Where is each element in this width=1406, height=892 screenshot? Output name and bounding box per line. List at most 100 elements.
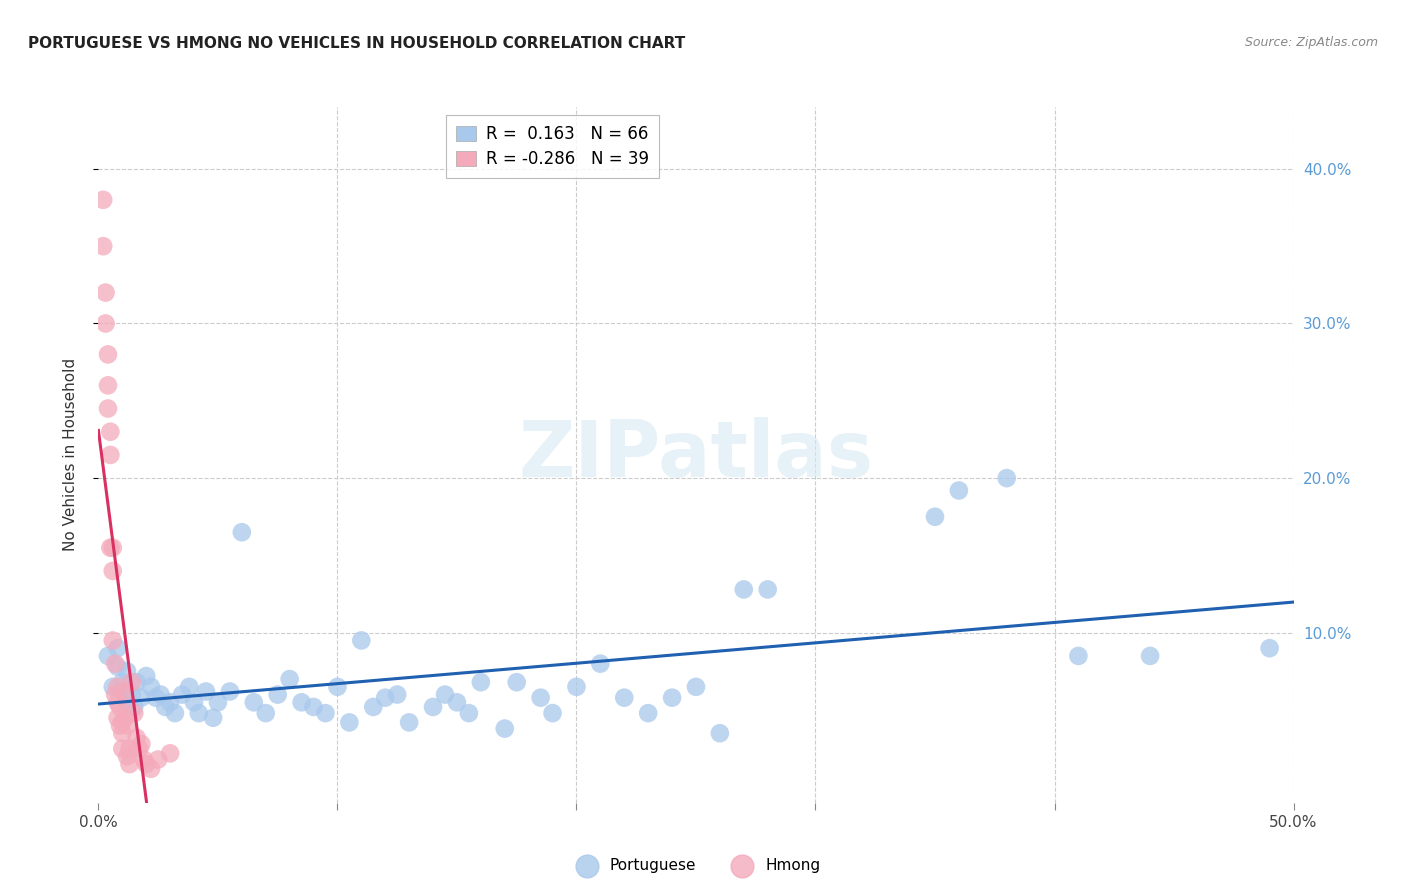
Point — [139, 762, 162, 776]
Point — [135, 757, 157, 772]
Point — [159, 695, 181, 709]
Point — [108, 700, 131, 714]
Point — [135, 669, 157, 683]
Point — [374, 690, 396, 705]
Point — [115, 695, 138, 709]
Point — [155, 700, 177, 714]
Point — [98, 425, 122, 439]
Point — [131, 690, 153, 705]
Point — [125, 675, 148, 690]
Point — [231, 525, 253, 540]
Point — [101, 633, 124, 648]
Point — [254, 706, 277, 720]
Point — [107, 659, 129, 673]
Legend: Portuguese, Hmong: Portuguese, Hmong — [565, 852, 827, 879]
Point — [202, 711, 225, 725]
Point — [179, 680, 201, 694]
Point — [363, 700, 385, 714]
Point — [541, 706, 564, 720]
Point — [733, 582, 755, 597]
Point — [506, 675, 529, 690]
Point — [101, 564, 124, 578]
Point — [94, 317, 117, 331]
Point — [114, 684, 136, 698]
Point — [107, 711, 129, 725]
Point — [139, 680, 162, 694]
Point — [326, 680, 349, 694]
Point — [124, 700, 146, 714]
Point — [98, 541, 122, 555]
Point — [159, 747, 181, 761]
Point — [132, 752, 155, 766]
Point — [243, 695, 266, 709]
Point — [118, 757, 141, 772]
Point — [195, 684, 218, 698]
Point — [94, 285, 117, 300]
Point — [589, 657, 612, 671]
Point — [114, 711, 136, 725]
Point — [350, 633, 373, 648]
Point — [339, 715, 361, 730]
Point — [111, 741, 134, 756]
Text: PORTUGUESE VS HMONG NO VEHICLES IN HOUSEHOLD CORRELATION CHART: PORTUGUESE VS HMONG NO VEHICLES IN HOUSE… — [28, 36, 685, 51]
Text: Source: ZipAtlas.com: Source: ZipAtlas.com — [1244, 36, 1378, 49]
Point — [124, 706, 146, 720]
Point — [149, 688, 172, 702]
Point — [291, 695, 314, 709]
Point — [111, 684, 134, 698]
Point — [101, 541, 124, 555]
Point — [315, 706, 337, 720]
Point — [98, 448, 122, 462]
Point — [278, 672, 301, 686]
Point — [111, 675, 134, 690]
Point — [1258, 641, 1281, 656]
Point — [494, 722, 516, 736]
Point — [107, 641, 129, 656]
Point — [1067, 648, 1090, 663]
Text: ZIPatlas: ZIPatlas — [519, 417, 873, 493]
Point — [91, 193, 114, 207]
Point — [458, 706, 481, 720]
Point — [111, 726, 134, 740]
Point — [183, 695, 205, 709]
Point — [108, 718, 131, 732]
Point — [104, 688, 127, 702]
Point — [661, 690, 683, 705]
Point — [219, 684, 242, 698]
Point — [685, 680, 707, 694]
Point — [115, 749, 138, 764]
Point — [91, 239, 114, 253]
Point — [207, 695, 229, 709]
Point — [131, 737, 153, 751]
Point — [187, 706, 209, 720]
Point — [756, 582, 779, 597]
Point — [172, 688, 194, 702]
Point — [385, 688, 409, 702]
Point — [565, 680, 588, 694]
Point — [125, 731, 148, 745]
Point — [924, 509, 946, 524]
Point — [104, 657, 127, 671]
Point — [422, 700, 444, 714]
Point — [97, 378, 120, 392]
Point — [613, 690, 636, 705]
Point — [446, 695, 468, 709]
Point — [145, 690, 167, 705]
Point — [637, 706, 659, 720]
Point — [163, 706, 186, 720]
Point — [115, 718, 138, 732]
Point — [530, 690, 553, 705]
Point — [121, 688, 143, 702]
Point — [121, 675, 143, 690]
Point — [111, 715, 134, 730]
Point — [97, 401, 120, 416]
Point — [1139, 648, 1161, 663]
Point — [101, 680, 124, 694]
Point — [995, 471, 1018, 485]
Point — [434, 688, 457, 702]
Point — [115, 665, 138, 679]
Point — [97, 347, 120, 361]
Point — [398, 715, 420, 730]
Point — [128, 741, 150, 756]
Point — [470, 675, 492, 690]
